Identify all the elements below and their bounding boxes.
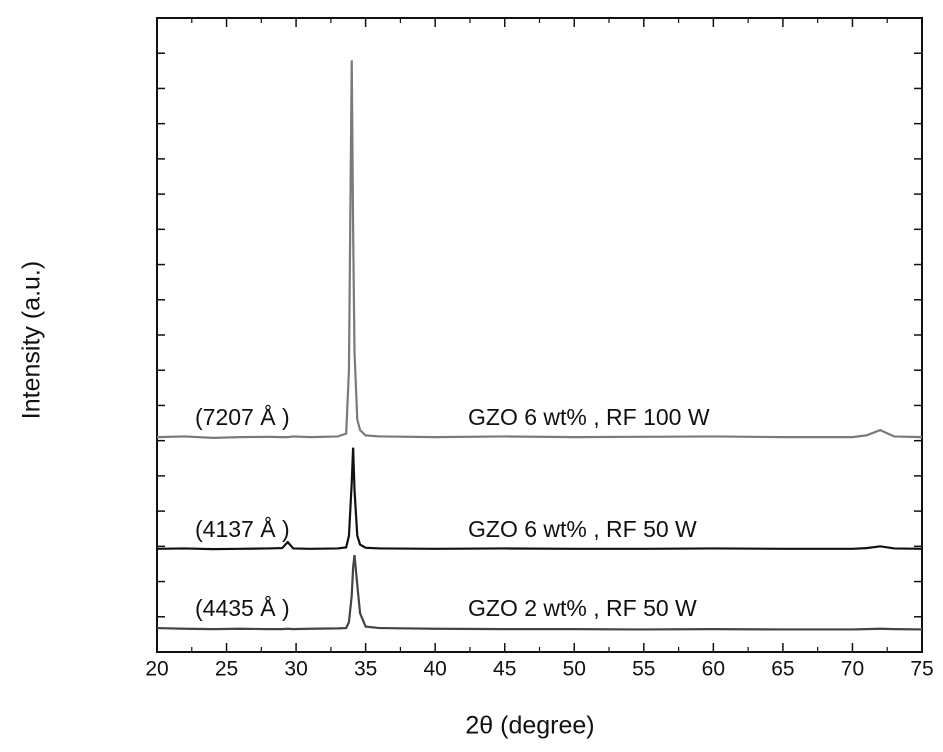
xrd-line	[156, 447, 923, 551]
x-tick-label: 40	[424, 658, 447, 681]
thickness-label: (7207 Å )	[195, 403, 290, 430]
thickness-label: (4137 Å )	[195, 515, 290, 542]
x-tick-label: 30	[284, 658, 307, 681]
x-tick-label: 60	[702, 658, 725, 681]
plot-frame	[156, 17, 923, 653]
x-tick-label: 35	[354, 658, 377, 681]
series-label: GZO 6 wt% , RF 100 W	[468, 404, 710, 430]
x-tick-label: 75	[910, 658, 933, 681]
x-tick-label: 45	[493, 658, 516, 681]
x-tick-label: 70	[841, 658, 864, 681]
series-label: GZO 2 wt% , RF 50 W	[468, 595, 697, 621]
y-axis-label: Intensity (a.u.)	[18, 261, 46, 419]
xrd-line	[156, 60, 923, 439]
x-tick-label: 55	[632, 658, 655, 681]
x-tick-label: 20	[145, 658, 168, 681]
x-tick-label: 50	[563, 658, 586, 681]
x-tick-label: 25	[215, 658, 238, 681]
x-axis-label: 2θ (degree)	[465, 712, 594, 740]
x-tick-label: 65	[771, 658, 794, 681]
xrd-line	[156, 555, 923, 631]
thickness-label: (4435 Å )	[195, 594, 290, 621]
series-label: GZO 6 wt% , RF 50 W	[468, 516, 697, 542]
